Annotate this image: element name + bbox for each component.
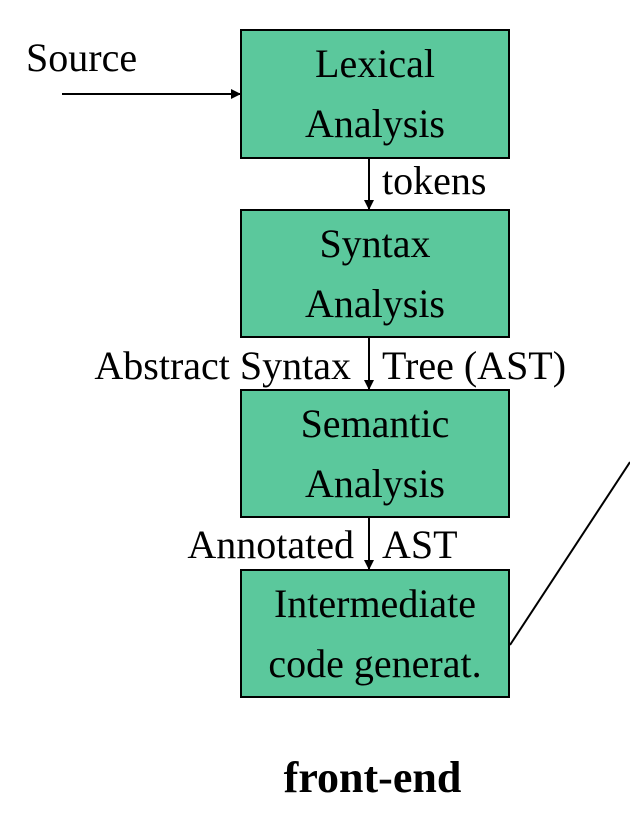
source-label: Source <box>26 35 138 80</box>
semantic-analysis-box: Semantic Analysis <box>240 389 510 518</box>
syntax-analysis-line1: Syntax <box>319 220 431 266</box>
outgoing-connector-line <box>509 461 630 646</box>
ast-label-left: Abstract Syntax <box>94 343 351 388</box>
syntax-analysis-line2: Analysis <box>305 280 445 326</box>
lexical-analysis-line2: Analysis <box>305 101 445 146</box>
intermediate-code-generation-box: Intermediate code generat. <box>240 569 510 698</box>
annotated-label-right: AST <box>382 522 458 567</box>
intermediate-code-line2: code generat. <box>268 640 482 686</box>
semantic-analysis-line1: Semantic <box>300 400 450 446</box>
front-end-caption: front-end <box>283 753 462 802</box>
tokens-label: tokens <box>382 158 487 203</box>
annotated-label-left: Annotated <box>187 522 354 567</box>
lexical-analysis-box: Lexical Analysis <box>240 29 510 159</box>
syntax-analysis-box: Syntax Analysis <box>240 209 510 338</box>
semantic-analysis-line2: Analysis <box>305 460 445 506</box>
intermediate-code-line1: Intermediate <box>273 580 477 626</box>
lexical-analysis-line1: Lexical <box>315 41 435 86</box>
ast-label-right: Tree (AST) <box>382 343 567 388</box>
